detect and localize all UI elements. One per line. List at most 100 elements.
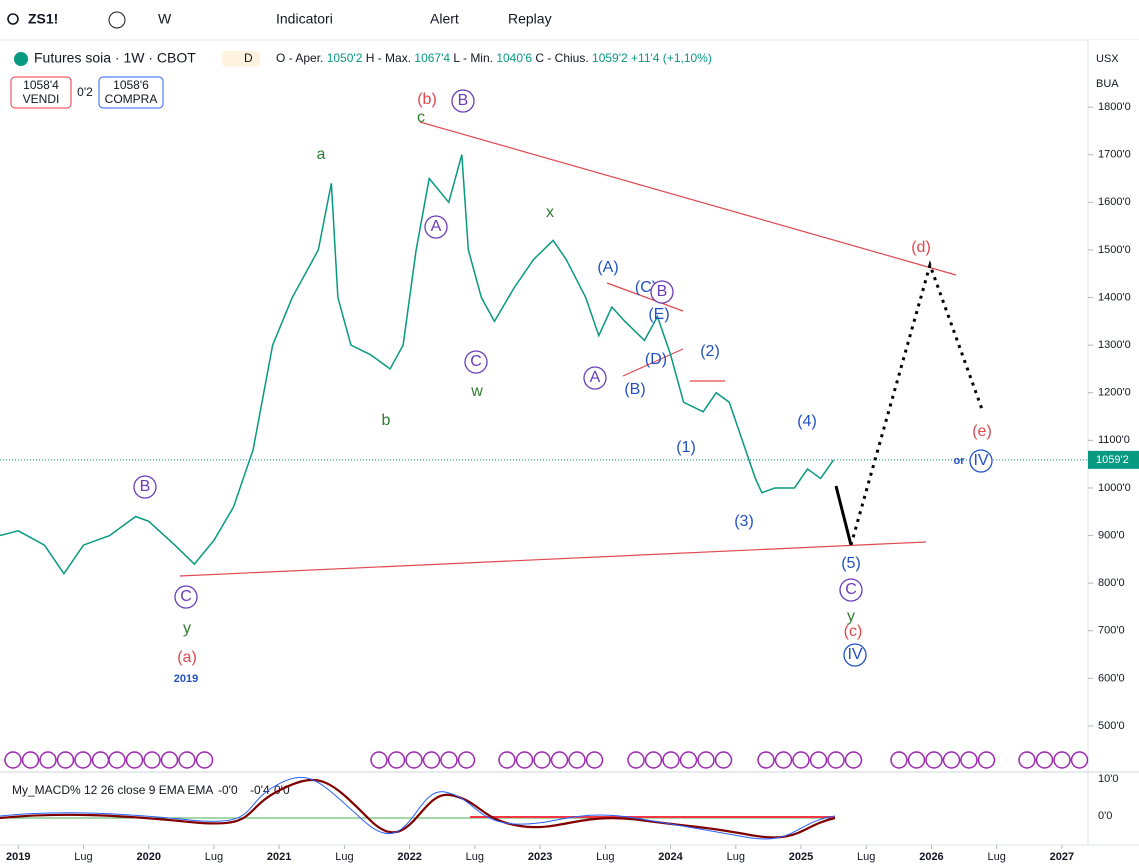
macd-v2: -0'4 [250, 783, 270, 797]
wave-label: 2019 [174, 673, 198, 685]
wave-label: w [470, 383, 483, 400]
buy-button[interactable] [98, 76, 164, 109]
wave-label: y [183, 620, 191, 637]
event-icon [533, 751, 551, 769]
x-tick-label: 2020 [136, 851, 160, 863]
interval[interactable]: W [158, 11, 172, 27]
event-icon [195, 751, 214, 769]
event-icon [809, 751, 828, 769]
event-icon [942, 751, 961, 769]
event-icon [890, 751, 908, 769]
wave-label: c [417, 109, 425, 126]
projection-solid [834, 485, 853, 546]
x-tick-label: Lug [466, 851, 484, 863]
wave-label: B [140, 478, 151, 495]
event-icon [4, 751, 22, 769]
search-icon[interactable] [7, 13, 19, 25]
wave-circle [451, 89, 475, 113]
alert[interactable]: Alert [430, 11, 459, 27]
spread: 0'2 [77, 85, 93, 99]
event-icon [644, 751, 663, 769]
currency[interactable]: USX [1096, 53, 1119, 65]
event-icon [1035, 751, 1054, 769]
event-icon [827, 751, 845, 769]
event-icon [662, 751, 680, 769]
wave-label: (d) [911, 239, 931, 256]
x-tick-label: Lug [727, 851, 745, 863]
sell-button[interactable] [10, 76, 72, 109]
high-label: H - Max. [366, 51, 411, 65]
wave-label: (e) [972, 423, 992, 440]
buy-label[interactable]: COMPRA [105, 92, 158, 106]
wave-label: (2) [700, 343, 720, 360]
y-tick-label: 1300'0 [1098, 339, 1131, 351]
event-icon [387, 751, 406, 769]
x-tick-label: Lug [335, 851, 353, 863]
trendlines [179, 121, 985, 577]
x-tick-label: Lug [74, 851, 92, 863]
event-icon [627, 751, 645, 769]
sell-label[interactable]: VENDI [23, 92, 60, 106]
y-tick-label: 1100'0 [1098, 434, 1130, 446]
wave-label: y [847, 608, 855, 625]
sell-price[interactable]: 1058'4 [23, 78, 59, 92]
event-icon [1053, 751, 1071, 769]
open-label: O - Aper. [276, 51, 323, 65]
wave-label: (3) [734, 513, 754, 530]
wave-circle [133, 475, 157, 499]
upper-trendline [419, 121, 957, 276]
indicators[interactable]: Indicatori [276, 11, 333, 27]
high: 1067'4 [414, 51, 450, 65]
wave-circle [843, 643, 867, 667]
wave-label: B [458, 92, 469, 109]
x-tick-label: 2024 [658, 851, 683, 863]
event-icon [515, 751, 534, 769]
replay[interactable]: Replay [508, 11, 552, 27]
wave-label: (5) [841, 555, 861, 572]
event-icon [143, 751, 161, 769]
event-icon [91, 751, 110, 769]
event-icon [697, 751, 715, 769]
macd-v1: -0'0 [218, 783, 238, 797]
event-icon [56, 751, 75, 769]
close-label: C - Chius. [535, 51, 588, 65]
x-tick-label: Lug [988, 851, 1006, 863]
event-icon [160, 751, 179, 769]
wave-label: (1) [676, 439, 696, 456]
wave-circle [424, 215, 448, 239]
x-tick-label: 2027 [1050, 851, 1074, 863]
wave-label: C [180, 588, 192, 605]
wave-circle [174, 585, 198, 609]
legend-title: Futures soia · 1W · CBOT [34, 50, 196, 66]
wave-label: (B) [624, 381, 645, 398]
unit[interactable]: BUA [1096, 78, 1119, 90]
badge: D [244, 51, 253, 65]
macd-tick: 10'0 [1098, 773, 1118, 785]
y-tick-label: 600'0 [1098, 672, 1125, 684]
symbol[interactable]: ZS1! [28, 11, 58, 27]
price-axis [1088, 40, 1139, 845]
wave-label: (A) [597, 259, 618, 276]
macd-signal [0, 778, 836, 839]
event-icon [440, 751, 458, 769]
add-icon[interactable] [108, 11, 126, 29]
change: +11'4 (+1,10%) [631, 51, 712, 65]
wave-circle [969, 449, 993, 473]
event-icon [405, 751, 423, 769]
event-icon [585, 751, 604, 769]
event-icon [568, 751, 586, 769]
event-icon [39, 751, 57, 769]
event-icon [21, 751, 40, 769]
badge-bg [222, 51, 260, 67]
wave-label: b [382, 412, 391, 429]
buy-price[interactable]: 1058'6 [113, 78, 149, 92]
x-tick-label: 2021 [267, 851, 291, 863]
wave-label: x [546, 204, 554, 221]
wave-label: a [317, 146, 326, 163]
y-tick-label: 900'0 [1098, 529, 1125, 541]
x-tick-label: 2022 [397, 851, 421, 863]
wave-label: A [431, 218, 442, 235]
wave-circle [583, 366, 607, 390]
